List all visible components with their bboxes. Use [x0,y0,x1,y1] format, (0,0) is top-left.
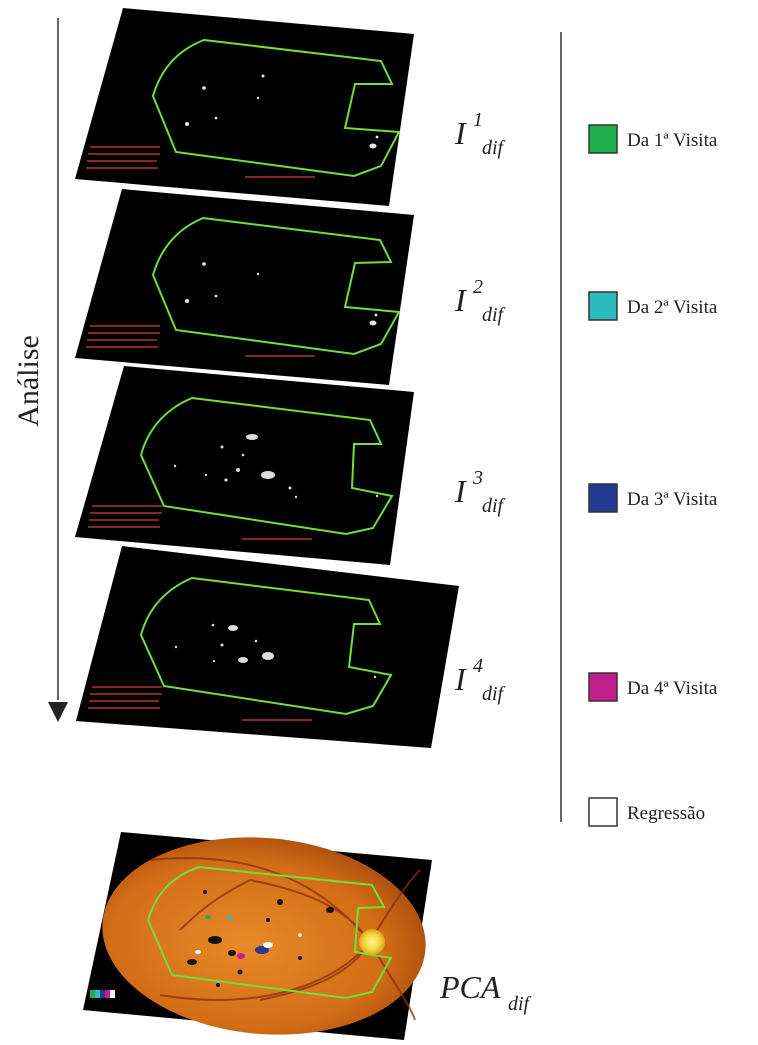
legend-swatch [588,483,618,513]
legend: Da 1ª Visita Da 2ª Visita Da 3ª Visita D… [588,124,718,827]
svg-text:dif: dif [482,495,506,517]
svg-text:I: I [454,115,467,151]
legend-item-visit-1: Da 1ª Visita [588,124,718,154]
svg-text:dif: dif [482,137,506,159]
blood-vessels [149,857,421,1021]
mini-color-key [90,990,115,998]
svg-text:dif: dif [482,304,506,326]
svg-text:dif: dif [508,993,532,1015]
legend-item-visit-2: Da 2ª Visita [588,291,718,321]
panel-footer-text [88,505,312,540]
analysis-label: Análise [12,335,45,427]
panel-label-3: I 3 dif [454,467,506,517]
svg-text:Regressão: Regressão [627,803,705,824]
roi-outline [139,396,394,536]
difference-panel-1 [75,8,414,206]
panel-label-4: I 4 dif [454,655,506,705]
panel-label-1: I 1 dif [454,109,506,159]
difference-panel-4 [76,546,459,748]
roi-outline [151,38,401,178]
panel-footer-text [86,325,315,357]
visit-colored-lesions [195,915,302,959]
roi-outline [146,865,393,1000]
svg-text:4: 4 [473,655,483,677]
svg-text:I: I [454,473,467,509]
svg-text:3: 3 [472,467,483,489]
optic-disc [359,929,385,955]
lesion-spots [185,74,379,149]
roi-outline [151,216,401,356]
analysis-arrow [48,18,68,722]
svg-text:PCA: PCA [439,969,501,1005]
svg-text:1: 1 [473,109,483,131]
lesion-spots [185,262,378,326]
svg-text:dif: dif [482,683,506,705]
difference-panel-3 [75,366,414,565]
difference-panel-2 [75,189,414,385]
svg-text:I: I [454,661,467,697]
svg-text:2: 2 [473,276,483,298]
legend-item-visit-4: Da 4ª Visita [588,672,718,702]
svg-text:Da 3ª Visita: Da 3ª Visita [627,489,718,510]
svg-text:I: I [454,282,467,318]
pca-fundus-panel [83,832,432,1040]
retina-fundus [102,837,426,1035]
svg-text:Da 4ª Visita: Da 4ª Visita [627,678,718,699]
lesion-overlay [187,890,334,987]
legend-swatch [588,291,618,321]
legend-item-visit-3: Da 3ª Visita [588,483,718,513]
panel-footer-text [88,686,312,721]
legend-swatch [588,672,618,702]
roi-outline [139,576,393,716]
lesion-spots [174,623,377,679]
panel-label-2: I 2 dif [454,276,506,326]
panel-footer-text [86,146,315,178]
svg-text:Da 2ª Visita: Da 2ª Visita [627,297,718,318]
pca-label: PCA dif [439,969,532,1015]
lesion-spots [173,434,379,499]
legend-swatch [588,124,618,154]
legend-swatch [588,797,618,827]
legend-item-regression: Regressão [588,797,705,827]
svg-text:Da 1ª Visita: Da 1ª Visita [627,130,718,151]
